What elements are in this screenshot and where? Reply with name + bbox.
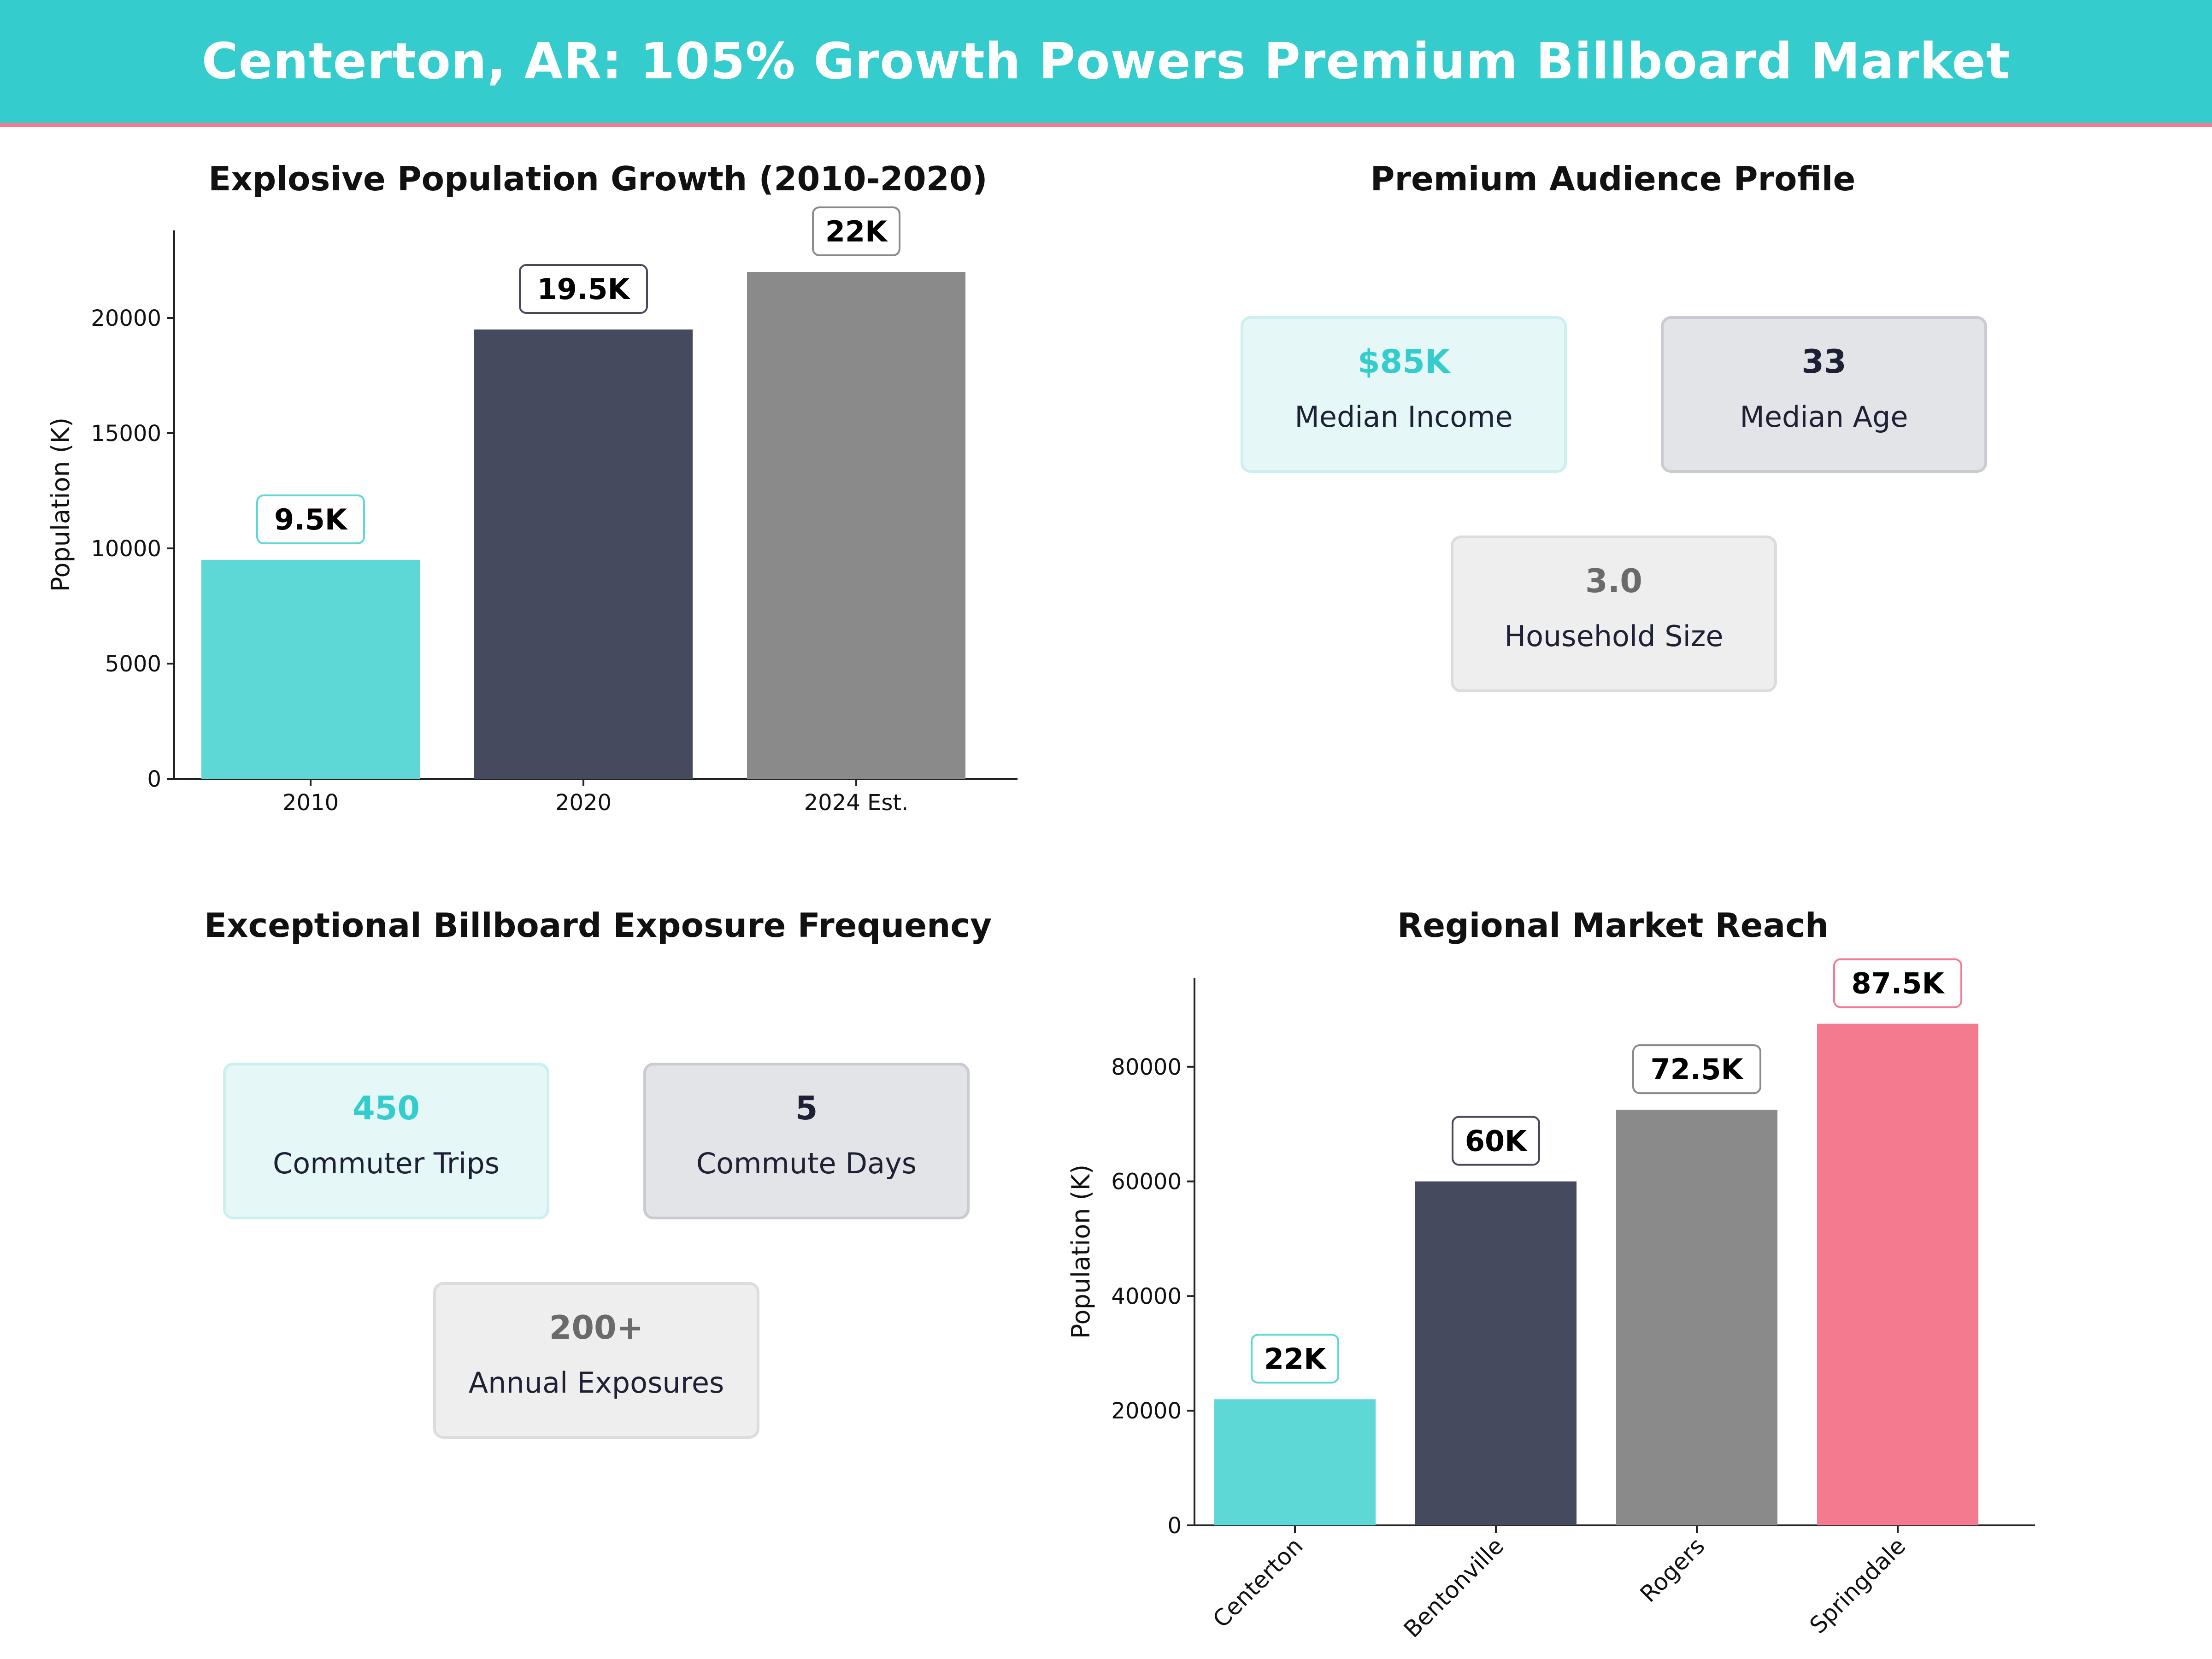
audience-profile-title: Premium Audience Profile: [1370, 159, 1856, 198]
growth-x-tick-label: 2010: [282, 790, 339, 816]
population-growth-title: Explosive Population Growth (2010-2020): [208, 159, 988, 198]
median-age-label: Median Age: [1740, 400, 1908, 434]
reach-y-tick-label: 0: [1167, 1513, 1182, 1539]
header-banner: Centerton, AR: 105% Growth Powers Premiu…: [0, 0, 2212, 127]
reach-y-tick-label: 60000: [1111, 1169, 1182, 1195]
reach-x-tick-label: Bentonville: [1399, 1532, 1509, 1642]
growth-data-label: 9.5K: [274, 503, 348, 536]
median-age-value: 33: [1801, 343, 1847, 381]
reach-bar-rogers: [1616, 1110, 1777, 1525]
reach-x-tick-label: Rogers: [1635, 1532, 1710, 1607]
reach-y-tick-label: 80000: [1111, 1054, 1182, 1080]
median-income-label: Median Income: [1294, 400, 1513, 434]
commuter-trips-label: Commuter Trips: [272, 1147, 500, 1180]
reach-data-label: 22K: [1264, 1342, 1327, 1376]
reach-y-axis-label: Population (K): [1066, 1165, 1095, 1339]
median-age-card: 33 Median Age: [1661, 316, 1987, 473]
growth-data-label: 19.5K: [537, 272, 630, 306]
reach-x-tick-label: Centerton: [1208, 1532, 1308, 1633]
growth-y-tick-label: 10000: [91, 536, 161, 562]
annual-exposures-card: 200+ Annual Exposures: [433, 1282, 759, 1439]
growth-data-label: 22K: [825, 215, 888, 248]
median-income-value: $85K: [1357, 343, 1450, 381]
commuter-trips-value: 450: [352, 1089, 420, 1127]
regional-reach-title: Regional Market Reach: [1397, 906, 1829, 945]
household-size-value: 3.0: [1585, 562, 1642, 600]
growth-data-label-box: [812, 206, 900, 256]
growth-x-tick-label: 2024 Est.: [804, 790, 909, 816]
growth-data-label-box: [256, 494, 365, 544]
growth-y-axis-label: Population (K): [46, 418, 75, 592]
reach-bar-centerton: [1214, 1399, 1376, 1525]
reach-y-tick-label: 20000: [1111, 1398, 1182, 1424]
reach-bar-bentonville: [1415, 1181, 1577, 1525]
annual-exposures-value: 200+: [549, 1309, 644, 1347]
reach-x-tick-label: Springdale: [1805, 1532, 1911, 1639]
exposure-frequency-title: Exceptional Billboard Exposure Frequency: [204, 906, 992, 945]
annual-exposures-label: Annual Exposures: [468, 1366, 724, 1400]
commute-days-label: Commute Days: [696, 1147, 917, 1180]
reach-data-label: 72.5K: [1650, 1053, 1744, 1086]
reach-y-tick-label: 40000: [1111, 1283, 1182, 1309]
reach-data-label-box: [1452, 1116, 1540, 1166]
reach-bar-springdale: [1817, 1024, 1978, 1525]
household-size-label: Household Size: [1504, 619, 1724, 653]
median-income-card: $85K Median Income: [1241, 316, 1567, 473]
reach-data-label: 87.5K: [1851, 967, 1945, 1000]
page-title: Centerton, AR: 105% Growth Powers Premiu…: [201, 33, 2011, 90]
growth-bar-2024-est-: [747, 272, 965, 779]
commuter-trips-card: 450 Commuter Trips: [223, 1063, 549, 1219]
growth-x-tick-label: 2020: [555, 790, 612, 816]
reach-data-label-box: [1251, 1334, 1339, 1384]
household-size-card: 3.0 Household Size: [1451, 535, 1777, 692]
commute-days-card: 5 Commute Days: [643, 1063, 970, 1219]
growth-bar-2020: [474, 329, 693, 779]
growth-data-label-box: [519, 264, 648, 314]
growth-y-tick-label: 0: [147, 766, 161, 792]
reach-data-label: 60K: [1465, 1124, 1528, 1158]
reach-data-label-box: [1833, 958, 1962, 1008]
growth-bar-2010: [201, 560, 420, 779]
growth-y-tick-label: 20000: [91, 306, 161, 331]
commute-days-value: 5: [795, 1089, 818, 1127]
reach-data-label-box: [1632, 1044, 1761, 1094]
growth-y-tick-label: 15000: [91, 421, 161, 447]
growth-y-tick-label: 5000: [105, 651, 161, 677]
